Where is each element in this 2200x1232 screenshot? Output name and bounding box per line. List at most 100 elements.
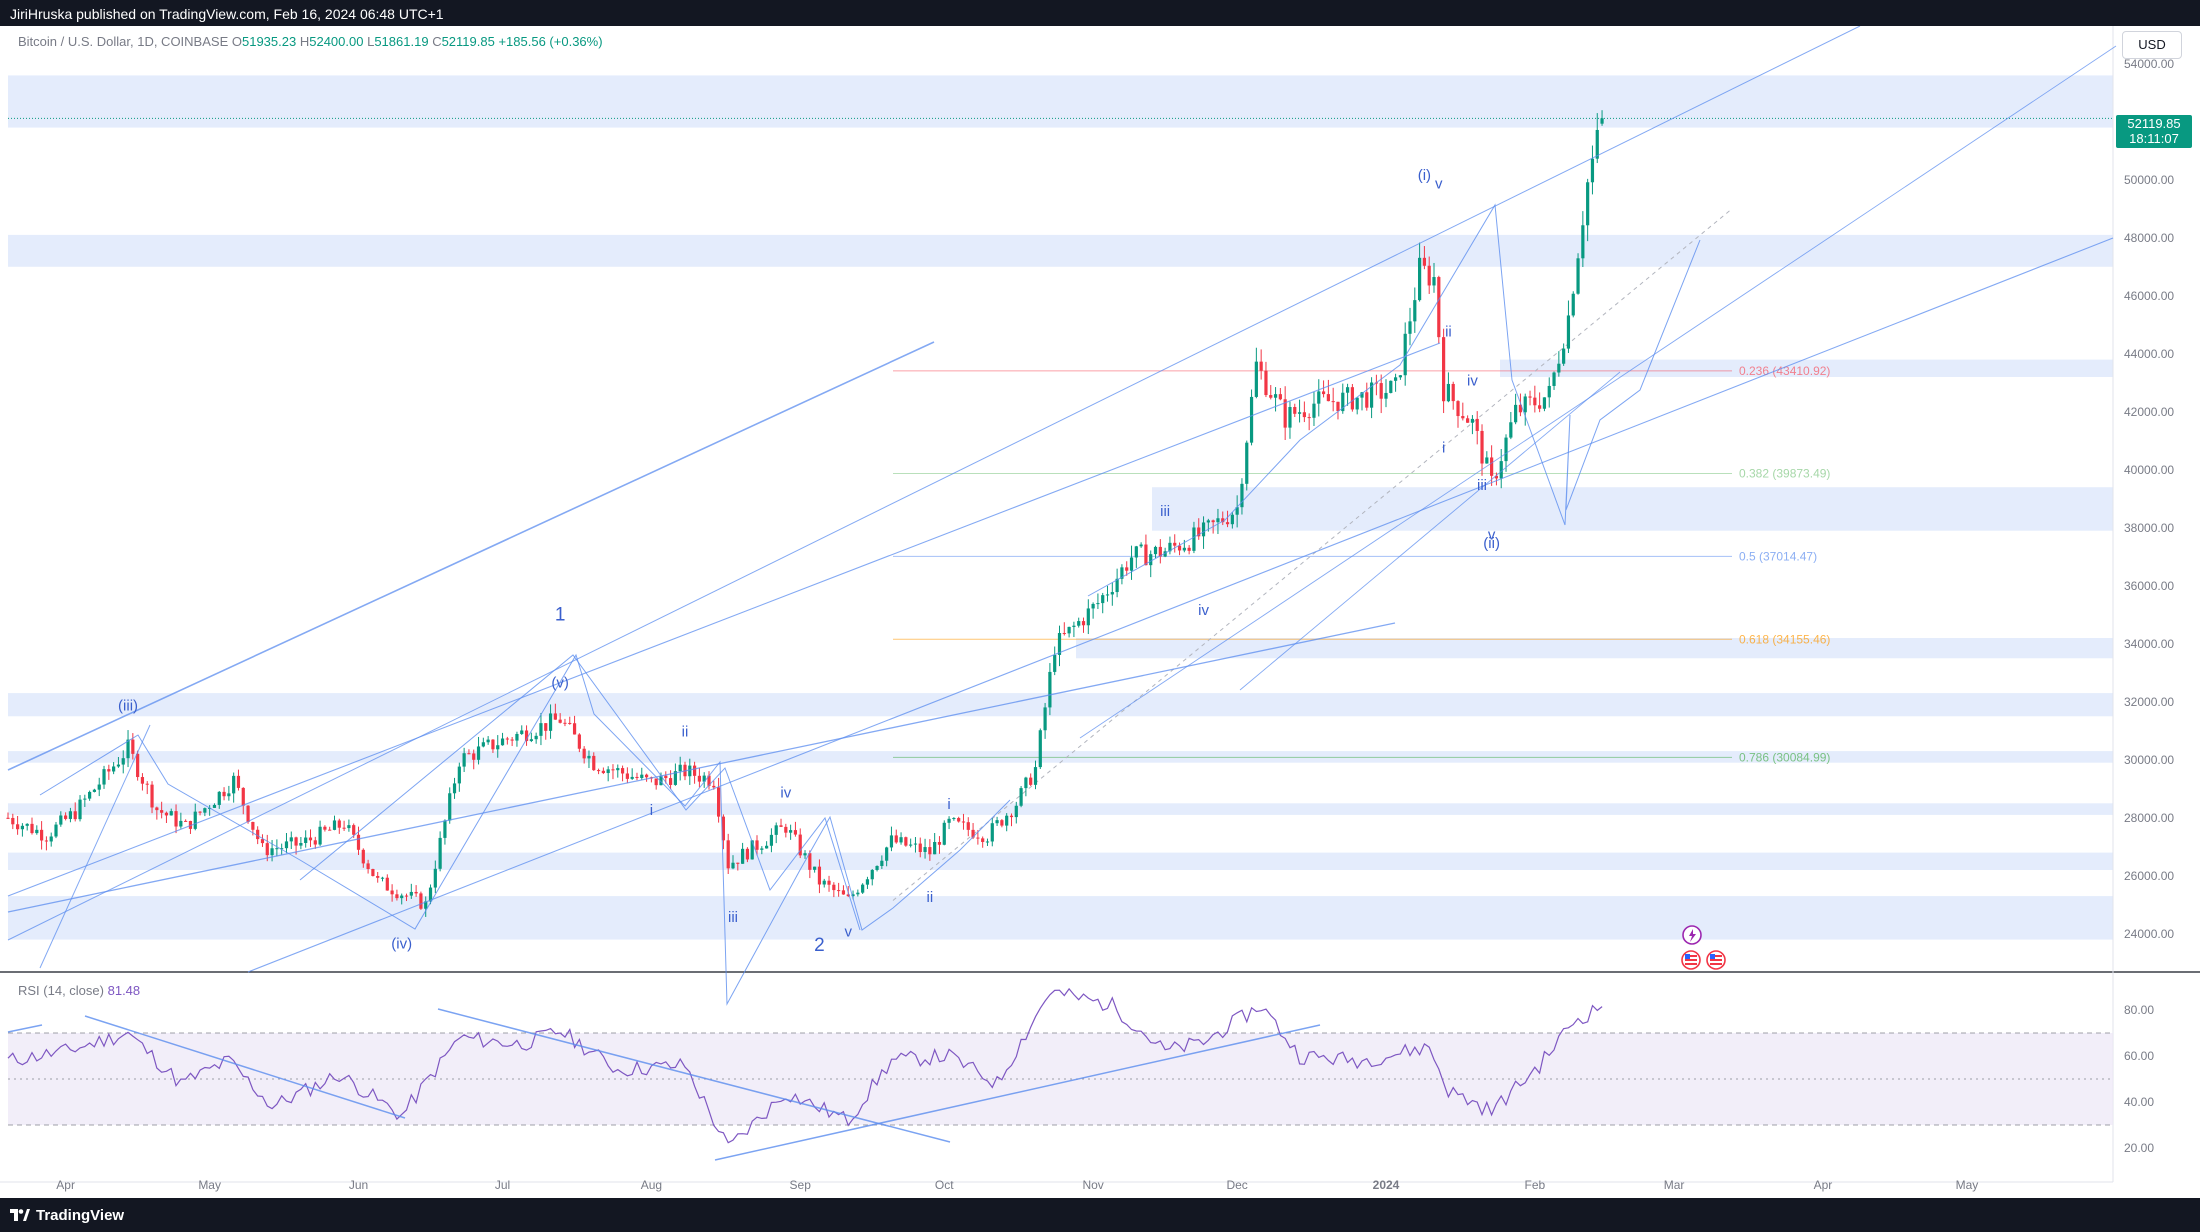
candle-body [1038, 730, 1042, 768]
candle-body [222, 791, 226, 797]
candle-body [731, 862, 735, 869]
high-value: 52400.00 [309, 34, 364, 49]
candle-body [1562, 348, 1566, 364]
candle-body [851, 894, 855, 897]
candle-body [529, 739, 533, 742]
candle-body [1269, 395, 1273, 398]
candle-body [625, 773, 629, 779]
us-flag-stripe [1710, 963, 1722, 965]
candle-body [745, 848, 750, 860]
candle-body [1326, 394, 1330, 402]
candle-body [654, 778, 658, 786]
time-axis-tick: Sep [790, 1178, 812, 1192]
candle-body [1485, 457, 1489, 464]
candle-body [491, 739, 495, 750]
candle-body [1355, 397, 1359, 410]
candle-body [241, 787, 245, 806]
candle-body [1403, 333, 1407, 376]
candle-body [904, 837, 908, 846]
fib-level-label: 0.382 (39873.49) [1739, 466, 1830, 480]
candle-body [784, 826, 788, 833]
us-flag-icon[interactable] [1681, 950, 1701, 970]
candle-body [952, 818, 956, 820]
rsi-line [7, 987, 1603, 1144]
candle-body [741, 848, 745, 864]
candle-body [323, 826, 327, 830]
time-axis-tick: Nov [1082, 1178, 1103, 1192]
candle-body [1504, 437, 1508, 462]
candle-body [1091, 603, 1095, 609]
candle-body [1005, 815, 1009, 826]
candle-body [289, 837, 293, 842]
candle-body [880, 860, 884, 866]
candle-body [1384, 392, 1388, 399]
lightning-icon[interactable] [1682, 925, 1702, 945]
candle-body [505, 738, 509, 740]
candle-body [1187, 547, 1191, 551]
candle-body [409, 891, 413, 896]
us-flag-icon[interactable] [1706, 950, 1726, 970]
currency-button[interactable]: USD [2122, 31, 2182, 59]
candle-body [126, 739, 130, 759]
candle-body [145, 783, 149, 785]
candle-body [1072, 625, 1076, 627]
candle-body [472, 753, 476, 760]
wave-label: 1 [555, 605, 566, 626]
wave-label: iii [728, 909, 738, 926]
candle-body [697, 775, 701, 782]
wave-label: iv [780, 785, 791, 802]
candle-body [68, 811, 73, 819]
candle-body [894, 835, 898, 843]
support-resistance-zone [8, 852, 2113, 870]
candle-body [1225, 522, 1230, 525]
us-flag-stripe [1685, 955, 1697, 957]
rsi-axis-tick: 80.00 [2124, 1003, 2154, 1017]
candle-body [462, 753, 466, 767]
candle-body [1446, 383, 1451, 402]
candle-body [1538, 405, 1542, 409]
price-axis-tick: 50000.00 [2124, 173, 2174, 187]
rsi-axis-tick: 60.00 [2124, 1049, 2154, 1063]
candle-body [592, 755, 596, 771]
time-axis-tick: Dec [1226, 1178, 1247, 1192]
candle-body [726, 840, 730, 869]
candle-body [1523, 396, 1527, 413]
support-resistance-zone [1500, 359, 2113, 377]
candle-body [188, 820, 193, 829]
fib-level-label: 0.786 (30084.99) [1739, 750, 1830, 764]
publish-header-bar: JiriHruska published on TradingView.com,… [0, 0, 2200, 26]
tradingview-logo[interactable]: TradingView [10, 1207, 124, 1224]
candle-body [54, 824, 58, 837]
candle-body [1197, 527, 1201, 537]
chart-area[interactable]: 0.236 (43410.92) 0.382 (39873.49) 0.5 (370… [0, 26, 2200, 1198]
candle-body [692, 765, 697, 776]
candle-body [1581, 225, 1585, 259]
candle-body [232, 775, 236, 794]
candle-body [1048, 671, 1052, 708]
candle-body [20, 825, 25, 830]
candle-body [1192, 527, 1196, 551]
candle-body [6, 817, 10, 819]
candle-body [452, 783, 457, 794]
candle-body [577, 734, 581, 749]
candle-body [1571, 293, 1575, 316]
candle-body [755, 840, 759, 850]
candle-body [457, 766, 461, 784]
candle-body [116, 764, 121, 767]
us-flag-stripe [1685, 963, 1697, 965]
candle-body [280, 848, 284, 850]
price-chart-svg[interactable]: 0.236 (43410.92) 0.382 (39873.49) 0.5 (370… [0, 26, 2200, 1198]
candle-body [486, 739, 490, 743]
candle-body [438, 837, 442, 869]
candle-body [620, 768, 625, 774]
candle-body [1043, 707, 1047, 731]
symbol-legend: Bitcoin / U.S. Dollar, 1D, COINBASE O519… [18, 34, 603, 49]
candle-body [976, 837, 980, 839]
low-value: 51861.19 [374, 34, 429, 49]
wave-label: (iv) [391, 935, 412, 952]
candle-body [1029, 777, 1033, 785]
candle-body [1341, 392, 1345, 412]
candle-body [30, 823, 34, 834]
trend-line [7, 342, 1441, 897]
candle-body [1163, 551, 1167, 557]
